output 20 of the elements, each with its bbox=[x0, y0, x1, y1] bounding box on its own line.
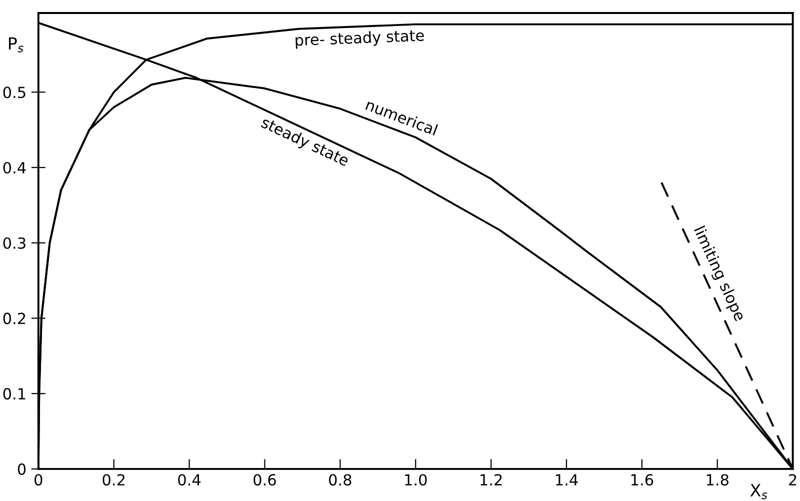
x-tick-label: 0.8 bbox=[329, 474, 352, 486]
x-tick-label: 0.6 bbox=[254, 474, 276, 486]
x-tick-label: 1.8 bbox=[706, 474, 728, 486]
x-tick-label: 1.2 bbox=[480, 474, 502, 486]
y-tick-label: 0.2 bbox=[3, 312, 26, 324]
x-tick-label: 0.4 bbox=[178, 474, 201, 486]
y-tick-label: 0.5 bbox=[3, 86, 26, 98]
x-tick-label: 1.6 bbox=[631, 474, 654, 486]
x-tick-label: 0.2 bbox=[102, 474, 124, 486]
x-tick-label: 0 bbox=[34, 474, 42, 486]
series-label: pre- steady state bbox=[295, 29, 424, 49]
x-axis-title: X$_{s}$ bbox=[750, 484, 768, 500]
y-tick-label: 0.4 bbox=[3, 162, 26, 174]
x-tick-label: 1.0 bbox=[405, 474, 427, 486]
x-tick-label: 2 bbox=[789, 474, 796, 486]
y-axis-title: P$_{s}$ bbox=[8, 37, 24, 52]
y-tick-label: 0.1 bbox=[3, 388, 26, 400]
y-tick-label: 0.3 bbox=[3, 237, 26, 249]
x-tick-label: 1.4 bbox=[556, 474, 578, 486]
y-tick-label: 0 bbox=[18, 463, 26, 475]
